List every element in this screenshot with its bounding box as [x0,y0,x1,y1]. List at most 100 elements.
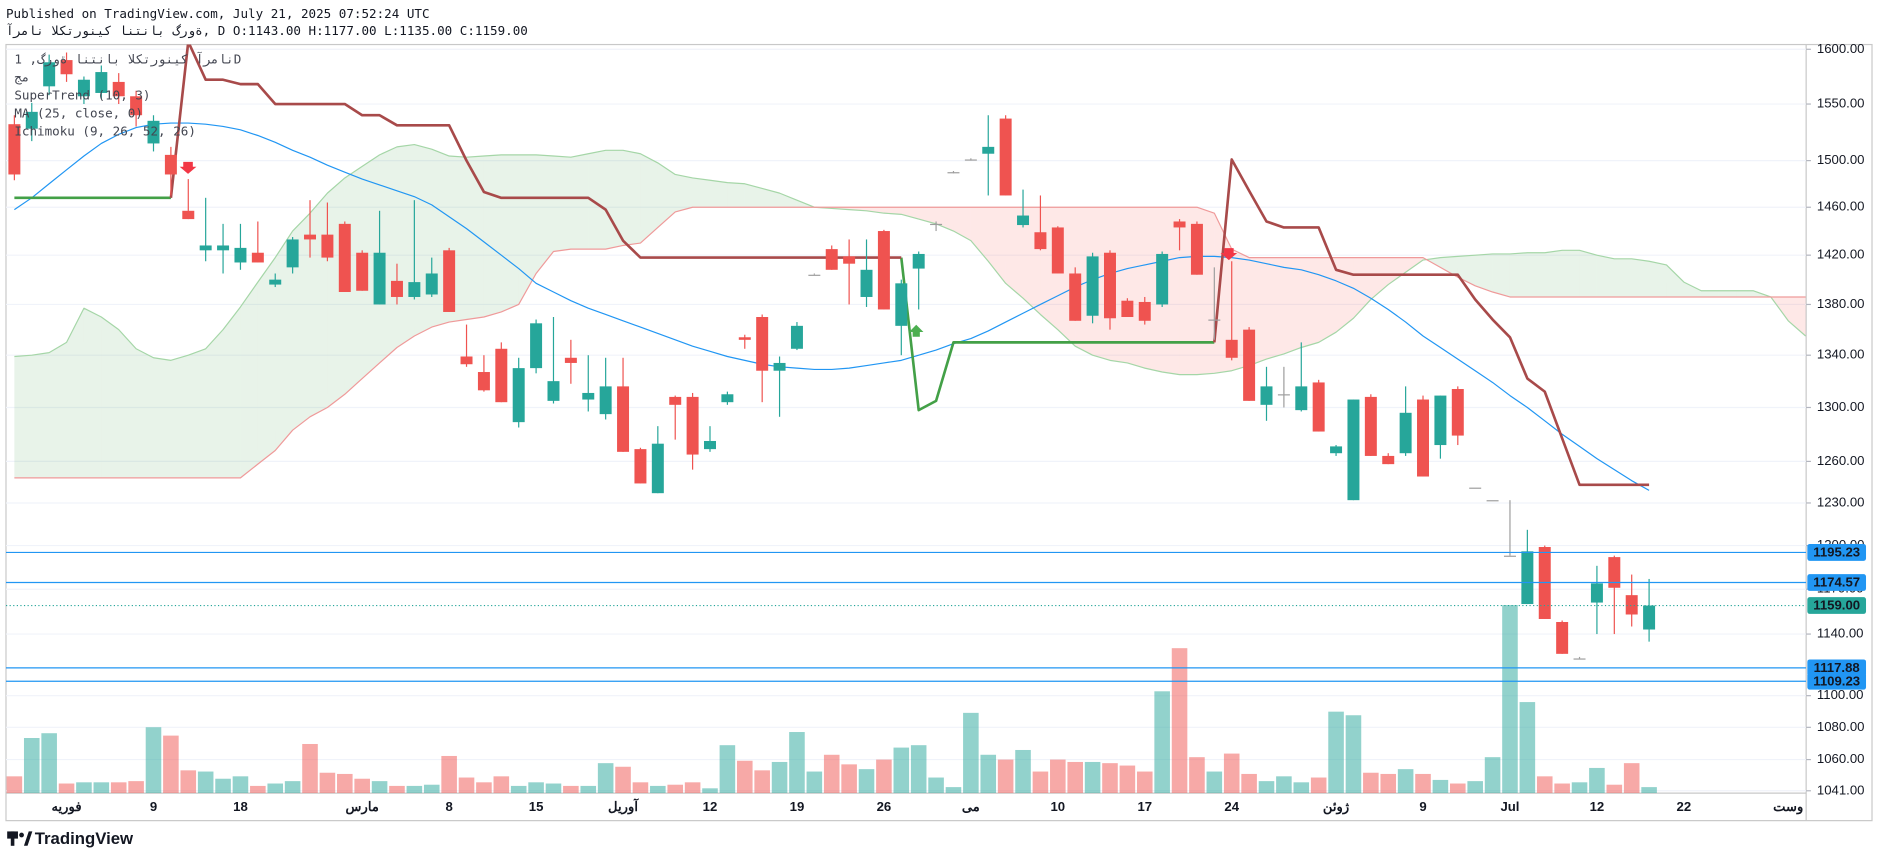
volume-bar [736,760,753,794]
ichimoku-cloud [518,154,537,305]
ichimoku-cloud [1683,282,1702,297]
candle-body [1312,382,1325,432]
ichimoku-cloud [727,182,745,208]
candle-body [999,118,1012,196]
ichimoku-cloud [1596,255,1615,297]
x-tick-label: آوریل [608,798,639,815]
candle-body [1034,232,1047,250]
ichimoku-cloud [1614,258,1632,297]
candle-body [95,72,108,93]
ichimoku-cloud [118,329,137,478]
legend-ichimoku: Ichimoku (9, 26, 52, 26) [14,123,196,138]
candle-body [860,269,873,297]
ichimoku-cloud [136,348,154,478]
volume-bar [841,764,857,794]
y-tick-label: 1420.00 [1817,247,1865,262]
ichimoku-cloud [1718,290,1737,297]
candle-body [877,231,890,310]
candle-body [1156,253,1169,305]
ichimoku-cloud [1162,207,1180,375]
volume-bar [1432,779,1449,794]
y-tick-label: 1100.00 [1817,687,1864,702]
level-label: 1195.23 [1813,545,1860,560]
volume-bar [267,783,284,794]
volume-bar [6,776,23,794]
frame [5,43,1873,822]
ichimoku-cloud [205,329,224,478]
ichimoku-cloud [901,207,919,220]
candle-body [1347,399,1360,501]
ichimoku-cloud [327,177,345,408]
candle-body [530,323,543,369]
y-tick-label: 1041.00 [1817,782,1865,797]
last-price-box [1807,597,1867,614]
supertrend-up [14,196,1215,412]
candle-body [1503,555,1516,557]
volume-bar [458,777,475,794]
candle-body [199,245,212,251]
ichimoku-cloud [466,156,484,320]
volume-bar [597,763,614,794]
ichimoku-cloud [657,162,676,228]
ichimoku-cloud [1631,258,1650,297]
volume-bar [337,773,353,794]
ichimoku-cloud [1579,250,1597,297]
logo-part [19,832,24,838]
candle-body [1330,446,1343,454]
ichimoku-cloud [675,174,693,212]
volume-bar [1119,765,1136,794]
ichimoku-cloud [1353,257,1371,319]
ichimoku-cloud [83,308,102,478]
candle-body [1138,301,1151,321]
candle-body [1208,319,1221,321]
candle-body [1399,412,1412,454]
ichimoku-cloud [692,177,710,208]
candle-body [669,396,682,405]
volume-bar [1363,772,1379,794]
x-tick-label: مارس [345,799,378,815]
ichimoku-cloud [257,257,276,465]
volume-bar [910,745,927,794]
ichimoku-cloud [553,156,571,252]
volume-bar [667,784,684,794]
volume-bar [702,788,718,794]
ichimoku-cloud [1753,290,1771,297]
volume-bar [145,727,162,794]
ichimoku-cloud [623,150,641,246]
supertrend-down [169,44,1650,487]
volume-bar [23,738,40,794]
candle-body [790,325,803,349]
volume-bar [615,766,631,794]
candle-body [1103,252,1116,319]
candle-body [217,245,230,251]
y-tick-label: 1080.00 [1817,719,1865,734]
volume-bar [1032,771,1049,794]
ichimoku-cloud [414,144,432,336]
candle-body [269,279,282,285]
volume-bar [1519,702,1536,794]
ichimoku-cloud [1788,296,1806,336]
candle-body [1017,215,1030,226]
candle-body [1417,399,1430,477]
ichimoku-cloud [1109,207,1128,363]
volume-bar [1189,757,1205,794]
x-tick-label: 17 [1137,799,1152,814]
ichimoku-cloud [379,146,397,363]
volume-bar [858,769,875,794]
x-tick-label: Jul [1500,799,1519,814]
candle-body [1590,583,1603,603]
logo-part [10,831,15,846]
candle-body [112,81,125,97]
volume-bar [1571,782,1588,794]
volume-bar [1641,787,1657,794]
candle-body [1225,339,1238,358]
volume-bar [58,783,75,794]
x-tick-label: 12 [1590,799,1605,814]
candle-body [1190,223,1203,275]
volume-bar [1589,767,1605,794]
candle-body [390,280,403,297]
level-label: 1117.88 [1814,660,1860,675]
volume-bar [1102,763,1118,794]
volume-bar [110,782,127,794]
